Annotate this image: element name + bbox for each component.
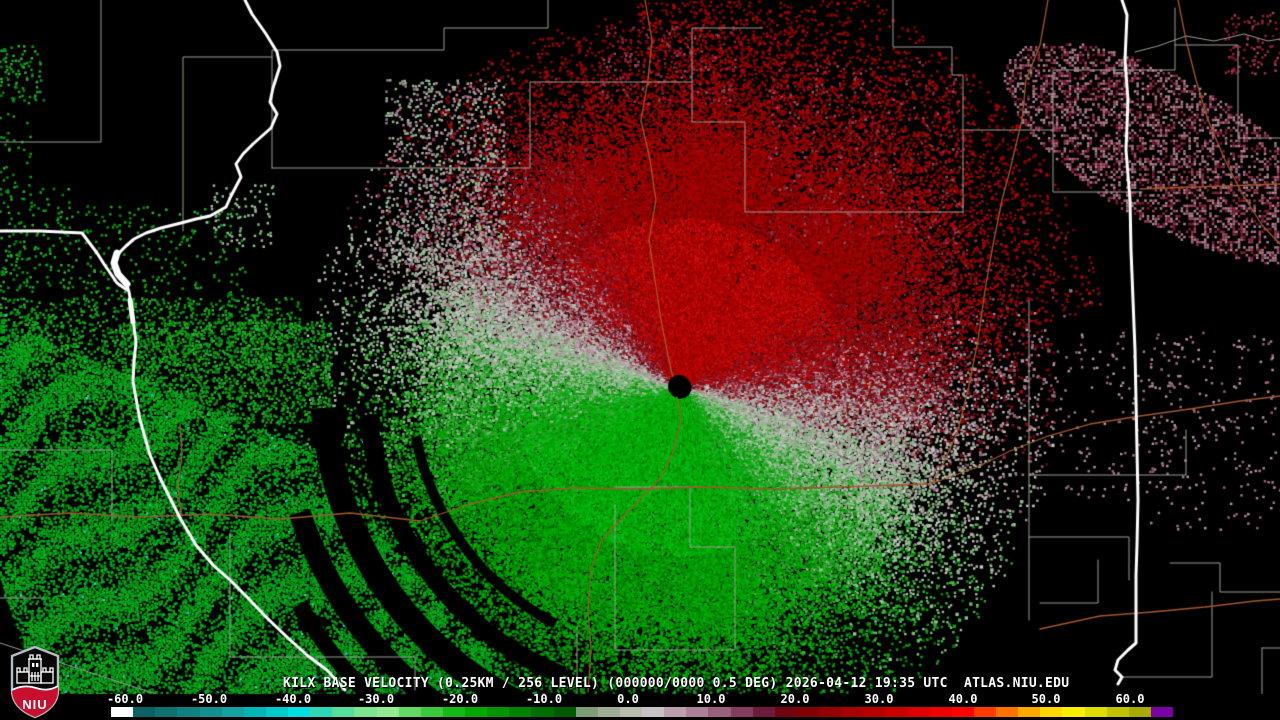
colorbar-cell: [973, 707, 996, 717]
colorbar-cell: [133, 707, 156, 717]
colorbar-cell: [907, 707, 930, 717]
colorbar-cell: [708, 707, 731, 717]
colorbar-cell: [155, 707, 178, 717]
colorbar-tick-label: -40.0: [274, 692, 312, 706]
colorbar-cell: [376, 707, 399, 717]
colorbar-tick-label: -30.0: [357, 692, 395, 706]
colorbar-cell: [288, 707, 311, 717]
colorbar-cell: [929, 707, 952, 717]
colorbar-cell: [177, 707, 200, 717]
colorbar-cell: [243, 707, 266, 717]
colorbar-cell: [841, 707, 864, 717]
colorbar-cell: [553, 707, 576, 717]
colorbar-cell: [442, 707, 465, 717]
colorbar-tick-label: 60.0: [1115, 692, 1145, 706]
castle-icon: [16, 654, 54, 684]
colorbar-tick-label: 40.0: [948, 692, 978, 706]
colorbar-cell: [597, 707, 620, 717]
colorbar-cell: [796, 707, 819, 717]
niu-logo: NIU: [8, 645, 62, 719]
colorbar-tick-label: -50.0: [190, 692, 228, 706]
colorbar-tick-label: 0.0: [617, 692, 639, 706]
colorbar-tick-label: 20.0: [780, 692, 810, 706]
colorbar-cell: [465, 707, 488, 717]
colorbar-tick-label: 30.0: [864, 692, 894, 706]
colorbar-cell: [265, 707, 288, 717]
colorbar-cell: [575, 707, 598, 717]
colorbar-tick-label: -60.0: [106, 692, 144, 706]
colorbar-cell: [752, 707, 775, 717]
colorbar-cell: [398, 707, 421, 717]
colorbar-cell: [1106, 707, 1129, 717]
velocity-colorbar: [111, 707, 1173, 717]
colorbar-cell: [509, 707, 532, 717]
colorbar-cell: [664, 707, 687, 717]
colorbar-cell: [1018, 707, 1041, 717]
colorbar-cell: [1128, 707, 1151, 717]
colorbar-cell: [1084, 707, 1107, 717]
colorbar-cell: [619, 707, 642, 717]
colorbar-cell: [1150, 707, 1173, 717]
colorbar-cell: [221, 707, 244, 717]
colorbar-tick-label: -10.0: [525, 692, 563, 706]
niu-swoosh: [11, 685, 59, 691]
colorbar-cell: [332, 707, 355, 717]
colorbar-cell: [951, 707, 974, 717]
colorbar-cell: [996, 707, 1019, 717]
niu-logo-text: NIU: [22, 697, 47, 712]
colorbar-cell: [354, 707, 377, 717]
colorbar-cell: [531, 707, 554, 717]
colorbar-cell: [111, 707, 134, 717]
colorbar-cell: [774, 707, 797, 717]
colorbar-cell: [885, 707, 908, 717]
colorbar-tick-label: -20.0: [441, 692, 479, 706]
colorbar-cell: [487, 707, 510, 717]
colorbar-cell: [199, 707, 222, 717]
colorbar-cell: [310, 707, 333, 717]
colorbar-cell: [863, 707, 886, 717]
niu-shield-red: [12, 686, 58, 717]
colorbar-cell: [730, 707, 753, 717]
colorbar-cell: [642, 707, 665, 717]
product-caption: KILX BASE VELOCITY (0.25KM / 256 LEVEL) …: [283, 676, 1070, 691]
colorbar-cell: [1062, 707, 1085, 717]
colorbar-cell: [1040, 707, 1063, 717]
colorbar-cell: [819, 707, 842, 717]
colorbar-cell: [420, 707, 443, 717]
colorbar-tick-label: 10.0: [696, 692, 726, 706]
colorbar-tick-labels: -60.0 -50.0 -40.0 -30.0 -20.0 -10.0 0.0 10.0 20.…: [0, 692, 1280, 706]
colorbar-tick-label: 50.0: [1031, 692, 1061, 706]
colorbar-cell: [686, 707, 709, 717]
